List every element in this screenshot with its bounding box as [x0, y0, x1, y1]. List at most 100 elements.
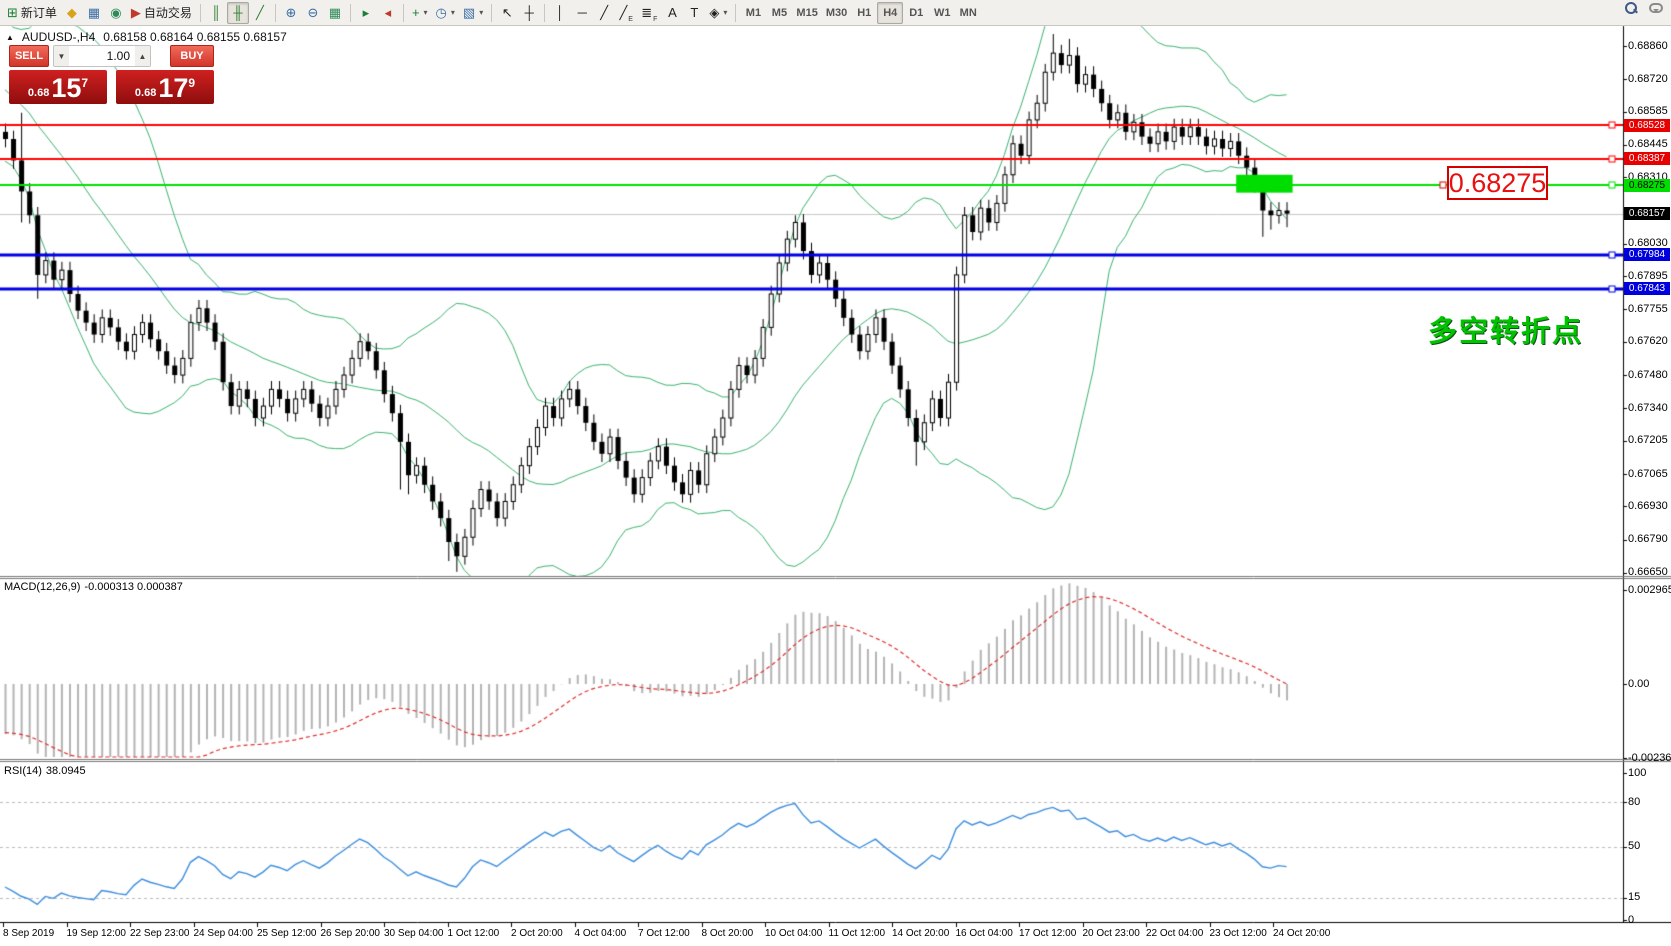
volume-input[interactable] [69, 46, 135, 66]
tf-m5-button[interactable]: M5 [771, 6, 788, 19]
tf-m30-button[interactable]: M30 [825, 6, 848, 19]
tf-m1-button[interactable]: M1 [745, 6, 762, 19]
buy-button[interactable]: BUY [170, 45, 214, 67]
line-chart-button[interactable]: ╱ [249, 2, 271, 24]
dropdown-arrow-icon[interactable]: ▾ [423, 8, 428, 17]
crosshair-button[interactable]: ┼ [518, 2, 540, 24]
dropdown-arrow-icon[interactable]: ▾ [479, 8, 484, 17]
time-axis-label: 25 Sep 12:00 [257, 928, 317, 939]
price-axis-tick: 0.67065 [1628, 467, 1668, 480]
price-axis-tick: 0.66930 [1628, 499, 1668, 512]
toolbar-separator [402, 3, 404, 22]
rsi-axis-tick: 80 [1628, 795, 1641, 808]
buy-price-button[interactable]: 0.68 17 9 [116, 70, 214, 104]
metaeditor-icon-icon: ◆ [66, 5, 77, 20]
buy-price-big: 17 [158, 73, 189, 104]
toolbar-separator [349, 3, 351, 22]
chart-shift-button[interactable]: ◂ [377, 2, 399, 24]
crosshair-icon: ┼ [524, 5, 534, 20]
fibonacci-button[interactable]: ≣ F [637, 2, 661, 24]
one-click-trading-panel: SELL ▼ ▲ BUY 0.68 15 7 0.68 17 9 [9, 45, 214, 104]
chart-shift-icon: ◂ [384, 5, 392, 20]
sell-price-button[interactable]: 0.68 15 7 [9, 70, 107, 104]
metaeditor-icon[interactable]: ◆ [61, 2, 83, 24]
volume-increase-button[interactable]: ▲ [135, 46, 150, 66]
price-tag-068275[interactable]: 0.68275 [1624, 178, 1670, 192]
signals-icon-icon: ◉ [110, 5, 122, 20]
line-chart-icon: ╱ [256, 5, 264, 20]
horizontal-line-icon: ─ [577, 5, 587, 20]
cursor-button[interactable]: ↖ [496, 2, 518, 24]
tf-m15-button[interactable]: M15 [796, 6, 818, 19]
time-axis-label: 8 Sep 2019 [3, 928, 55, 939]
autotrading-button[interactable]: ▶ 自动交易 [127, 2, 196, 24]
tf-w1-button[interactable]: W1 [933, 6, 951, 19]
periods-button[interactable]: ◷ ▾ [432, 2, 459, 24]
text-icon: A [668, 5, 677, 20]
price-axis-tick: 0.68445 [1628, 138, 1668, 151]
tf-h4-button[interactable]: H4 [877, 1, 904, 24]
rsi-axis-tick: 100 [1628, 766, 1647, 779]
time-axis-label: 22 Oct 04:00 [1146, 928, 1204, 939]
search-icon[interactable] [1625, 2, 1637, 14]
time-axis-label: 30 Sep 04:00 [384, 928, 444, 939]
sell-price-big: 15 [51, 73, 82, 104]
auto-scroll-icon: ▸ [362, 5, 370, 20]
horizontal-line-button[interactable]: ─ [571, 2, 593, 24]
toolbar-separator [735, 3, 737, 22]
dropdown-arrow-icon[interactable]: ▾ [450, 8, 455, 17]
new-order-button[interactable]: ⊞ 新订单 [3, 2, 61, 24]
toolbar-separator [199, 3, 201, 22]
chat-icon[interactable] [1649, 3, 1663, 13]
tile-windows-icon: ▦ [328, 5, 342, 20]
price-tag-068528[interactable]: 0.68528 [1624, 118, 1670, 132]
text-label-button[interactable]: T [683, 2, 705, 24]
auto-scroll-button[interactable]: ▸ [355, 2, 377, 24]
price-axis-tick: 0.67895 [1628, 269, 1668, 282]
autotrading-icon: ▶ [130, 5, 141, 20]
indicators-button[interactable]: + ▾ [408, 2, 432, 24]
macd-label: MACD(12,26,9) -0.000313 0.000387 [4, 581, 183, 593]
tf-h1-button[interactable]: H1 [857, 6, 872, 19]
price-axis-tick: 0.66650 [1628, 566, 1668, 579]
rsi-axis-tick: 50 [1628, 840, 1641, 852]
text-button[interactable]: A [661, 2, 683, 24]
bar-chart-button[interactable]: ║ [205, 2, 227, 24]
price-alert-label[interactable]: 0.68275 [1447, 166, 1548, 200]
price-axis-tick: 0.68585 [1628, 105, 1668, 118]
vertical-line-icon: │ [556, 5, 565, 20]
candlestick-chart-icon: ╫ [233, 5, 243, 20]
time-axis-label: 11 Oct 12:00 [828, 928, 886, 939]
time-axis-label: 17 Oct 12:00 [1019, 928, 1077, 939]
channel-button[interactable]: ╱ E [615, 2, 637, 24]
vertical-line-button[interactable]: │ [549, 2, 571, 24]
templates-button[interactable]: ▧ ▾ [459, 2, 487, 24]
buy-price-prefix: 0.68 [134, 87, 157, 99]
chart-shift-marker-icon: ▲ [6, 32, 14, 42]
trendline-button[interactable]: ╱ [593, 2, 615, 24]
tf-d1-button[interactable]: D1 [909, 6, 924, 19]
volume-decrease-button[interactable]: ▼ [54, 46, 69, 66]
rsi-axis-tick: 0 [1628, 913, 1635, 926]
signals-icon[interactable]: ◉ [105, 2, 127, 24]
time-axis-label: 14 Oct 20:00 [892, 928, 950, 939]
sell-button[interactable]: SELL [9, 45, 49, 67]
dropdown-arrow-icon[interactable]: ▾ [723, 8, 728, 17]
zoom-in-button[interactable]: ⊕ [280, 2, 302, 24]
price-tag-068387[interactable]: 0.68387 [1624, 152, 1670, 166]
tf-mn-button[interactable]: MN [959, 6, 977, 19]
time-axis-label: 20 Oct 23:00 [1082, 928, 1140, 939]
new-chart-icon[interactable]: ▦ [83, 2, 105, 24]
price-tag-067984[interactable]: 0.67984 [1624, 248, 1670, 262]
candlestick-chart-button[interactable]: ╫ [226, 1, 249, 24]
tile-windows-button[interactable]: ▦ [324, 2, 346, 24]
toolbar: ⊞ 新订单 ◆ ▦ ◉ ▶ 自动交易 ║ ╫ ╱ ⊕ ⊖ ▦ ▸ ◂ + ▾ ◷ ▾ ▧ ▾ ↖ ┼ │ ─ ╱ ╱ E ≣ F A T ◈ ▾ M… [0, 0, 1671, 26]
price-axis-tick: 0.67480 [1628, 368, 1668, 381]
zoom-out-icon: ⊖ [307, 5, 319, 20]
price-axis-tick: 0.66790 [1628, 533, 1668, 546]
time-axis-label: 24 Sep 04:00 [193, 928, 254, 939]
arrows-button[interactable]: ◈ ▾ [705, 2, 731, 24]
price-tag-067843[interactable]: 0.67843 [1624, 282, 1670, 295]
zoom-out-button[interactable]: ⊖ [302, 2, 324, 24]
